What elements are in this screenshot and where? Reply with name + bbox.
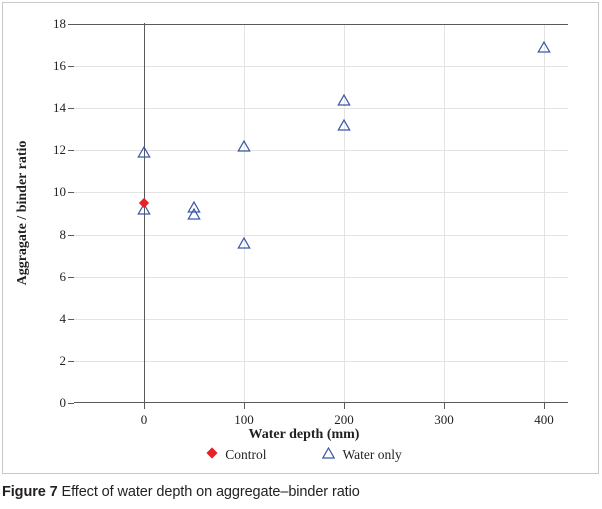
x-tick-mark [244, 403, 245, 409]
data-point-water-only [237, 139, 251, 152]
x-axis-title: Water depth (mm) [248, 427, 360, 442]
x-tick-label: 200 [334, 412, 354, 427]
y-tick-mark [68, 108, 74, 110]
legend-entry-control[interactable]: Control [206, 447, 266, 463]
y-tick-mark [68, 234, 74, 236]
y-tick-mark [68, 403, 74, 404]
y-axis-title: Aggragate / binder ratio [15, 140, 30, 286]
chart-legend: Control Water only [3, 446, 602, 463]
figure-caption: Figure 7 Effect of water depth on aggreg… [2, 484, 592, 500]
data-point-water-only [187, 200, 201, 213]
x-tick-mark [344, 403, 345, 409]
x-zero-axis-line [144, 23, 145, 403]
gridline-horizontal [74, 108, 568, 110]
y-tick-label: 2 [59, 352, 67, 368]
x-tick-label: 100 [234, 412, 254, 427]
data-point-water-only [337, 118, 351, 131]
data-point-water-only [237, 236, 251, 249]
y-tick-label: 16 [53, 58, 66, 74]
y-tick-mark [68, 318, 74, 320]
gridline-horizontal [74, 234, 568, 236]
gridline-horizontal [74, 192, 568, 194]
gridline-vertical [444, 24, 445, 403]
x-tick-label: 400 [534, 412, 554, 427]
x-tick-label: 300 [434, 412, 454, 427]
figure-panel: 0 2 4 6 8 10 12 14 16 18 0 100 200 300 400 Aggragate … [2, 2, 599, 474]
diamond-icon [206, 447, 218, 463]
legend-label: Control [225, 447, 267, 462]
y-tick-mark [68, 276, 74, 278]
data-point-water-only [537, 40, 551, 53]
x-tick-label: 0 [140, 412, 148, 427]
data-point-water-only [337, 93, 351, 106]
data-point-control [138, 197, 150, 209]
gridline-horizontal [74, 318, 568, 320]
x-tick-mark [444, 403, 445, 409]
gridline-vertical [544, 24, 545, 403]
gridline-vertical [344, 24, 345, 403]
y-tick-label: 10 [53, 184, 66, 200]
plot-frame-top [74, 24, 568, 25]
plot-frame-bottom [74, 402, 568, 403]
y-tick-label: 6 [59, 268, 67, 284]
gridline-horizontal [74, 360, 568, 362]
y-tick-mark [68, 192, 74, 194]
legend-entry-water-only[interactable]: Water only [322, 446, 402, 463]
y-tick-label: 8 [59, 226, 67, 242]
figure-caption-text: Effect of water depth on aggregate–binde… [61, 484, 360, 500]
y-tick-label: 0 [59, 395, 67, 410]
gridline-horizontal [74, 276, 568, 278]
plot-background [74, 24, 568, 403]
data-point-water-only [137, 146, 151, 159]
y-tick-mark [68, 66, 74, 68]
y-tick-label: 18 [53, 16, 66, 31]
figure-caption-label: Figure 7 [2, 484, 58, 500]
data-point-water-only [187, 207, 201, 220]
y-tick-label: 12 [53, 142, 66, 158]
y-tick-mark [68, 360, 74, 362]
gridline-horizontal [74, 66, 568, 68]
gridline-vertical [244, 24, 245, 403]
triangle-icon [322, 446, 336, 463]
y-tick-label: 4 [59, 310, 67, 326]
y-tick-mark [68, 150, 74, 152]
x-tick-mark [544, 403, 545, 409]
y-tick-label: 14 [53, 100, 66, 116]
legend-label: Water only [342, 447, 402, 462]
x-tick-mark [144, 403, 145, 409]
y-tick-mark [68, 24, 74, 25]
plot-area [68, 23, 568, 409]
data-point-water-only [137, 203, 151, 215]
gridline-horizontal [74, 150, 568, 152]
